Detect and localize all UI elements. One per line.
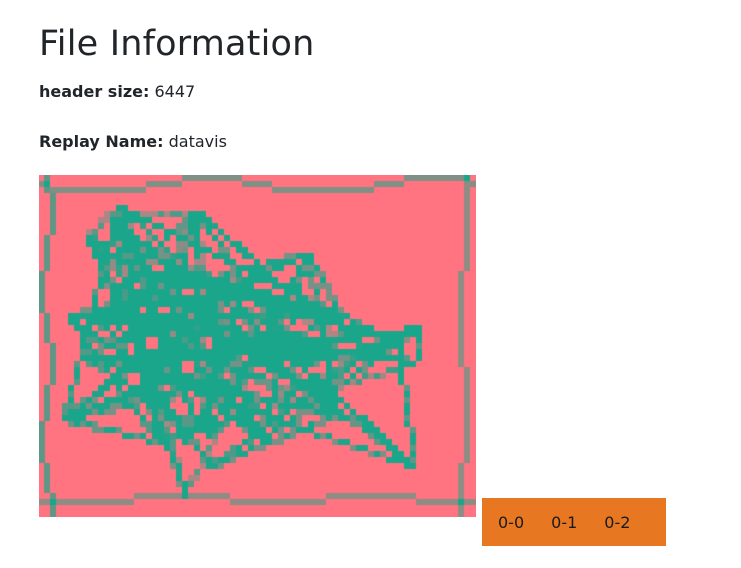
replay-name-line: Replay Name: datavis <box>39 131 227 153</box>
replay-name-label: Replay Name: <box>39 132 164 151</box>
tab-0-2[interactable]: 0-2 <box>604 512 631 532</box>
tab-bar: 0-0 0-1 0-2 <box>482 498 666 546</box>
tab-0-1[interactable]: 0-1 <box>551 512 578 532</box>
header-size-label: header size: <box>39 82 150 101</box>
tab-0-0[interactable]: 0-0 <box>498 512 525 532</box>
header-size-value: 6447 <box>154 82 196 101</box>
replay-name-value: datavis <box>168 132 227 151</box>
replay-heatmap <box>39 175 476 517</box>
header-size-line: header size: 6447 <box>39 81 195 103</box>
page-title: File Information <box>39 24 315 64</box>
